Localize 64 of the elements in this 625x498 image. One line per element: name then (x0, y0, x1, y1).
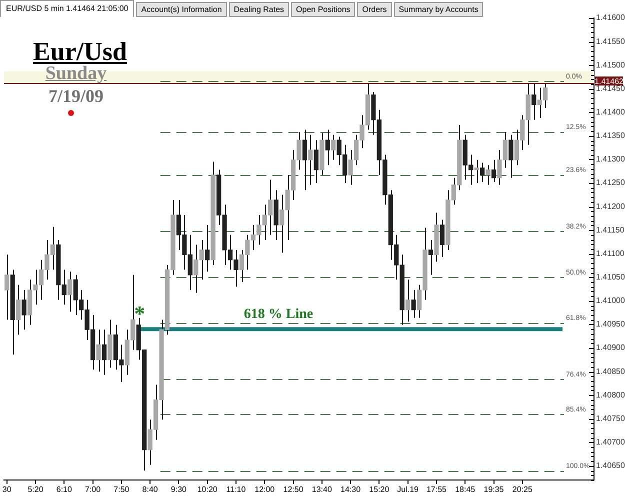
text: Eur/Usd (33, 37, 127, 66)
candlestick (205, 224, 210, 272)
x-tick-label: 7:50 (114, 485, 130, 494)
y-tick-label: 1.41050 (596, 272, 625, 282)
candlestick (314, 140, 319, 184)
candlestick (440, 219, 445, 258)
x-tick-label: 19:35 (484, 485, 504, 494)
y-tick-label: 1.41600 (596, 13, 625, 22)
y-tick-label: 1.41450 (596, 84, 625, 93)
y-tick-label: 1.41000 (596, 296, 625, 306)
x-tick-label: 12:50 (283, 485, 304, 494)
candlestick (508, 134, 514, 178)
y-tick-label: 1.40950 (596, 320, 625, 329)
x-tick-label: 8:40 (142, 485, 158, 494)
y-tick-label: 1.41300 (596, 154, 625, 164)
x-tick-label: 30 (2, 485, 12, 494)
y-tick-label: 1.41100 (596, 248, 625, 258)
y-tick-label: 1.41150 (596, 225, 625, 234)
tab: Orders (357, 2, 392, 17)
y-tick-label: 1.40800 (596, 390, 625, 400)
candlestick (325, 129, 330, 166)
y-tick-label: 1.41250 (596, 178, 625, 188)
x-tick-label: 15:20 (369, 485, 390, 494)
y-tick-label: 1.40900 (596, 343, 625, 352)
y-tick-label: 1.41500 (596, 60, 625, 70)
candlestick (428, 240, 434, 276)
candlestick (491, 159, 496, 183)
x-tick-label: 10:20 (197, 485, 218, 494)
y-tick-label: 1.41400 (596, 107, 625, 116)
ref-line-label: 1.41462 (594, 76, 624, 86)
y-tick-label: 1.40650 (596, 461, 625, 470)
x-tick-label: 17:55 (426, 485, 448, 494)
x-tick-label: 6:10 (56, 485, 72, 494)
candlestick (302, 129, 308, 191)
x-tick-label: 14:30 (340, 485, 362, 494)
text: Sunday (45, 63, 107, 84)
x-tick-label: 20:25 (512, 485, 533, 494)
tab: Dealing Rates (228, 2, 290, 17)
x-tick-label: 18:45 (455, 485, 476, 494)
x-tick-label: 12:00 (254, 485, 276, 494)
candlestick (102, 329, 107, 376)
y-tick-label: 1.41550 (596, 36, 625, 46)
tab: Account(s) Information (136, 2, 227, 17)
annotation: * (134, 301, 146, 326)
x-tick-label: Jul.19 (397, 485, 420, 494)
candlestick (22, 290, 26, 330)
y-tick-label: 1.41200 (596, 202, 625, 211)
candlestick (480, 162, 485, 183)
series-label: 618 % Line (244, 306, 314, 322)
y-tick-label: 1.41350 (596, 131, 625, 140)
x-tick-label: 7:00 (84, 485, 102, 494)
candlestick (411, 290, 416, 318)
x-tick-label: 11:10 (226, 485, 246, 494)
annotation: 7/19/09 (48, 86, 104, 106)
y-tick-label: 1.40700 (596, 437, 625, 446)
x-tick-label: 5:20 (28, 485, 44, 494)
y-tick-label: 1.40850 (596, 366, 625, 376)
y-tick-label: 1.40750 (596, 414, 625, 423)
x-tick-label: 13:40 (312, 485, 332, 494)
tab: EUR/USD 5 min 1.41464 21:05:00 (0, 0, 134, 17)
x-tick-label: 9:30 (170, 485, 188, 494)
tab: Open Positions (291, 2, 356, 17)
tab: Summary by Accounts (394, 2, 484, 17)
candlestick (532, 82, 536, 120)
